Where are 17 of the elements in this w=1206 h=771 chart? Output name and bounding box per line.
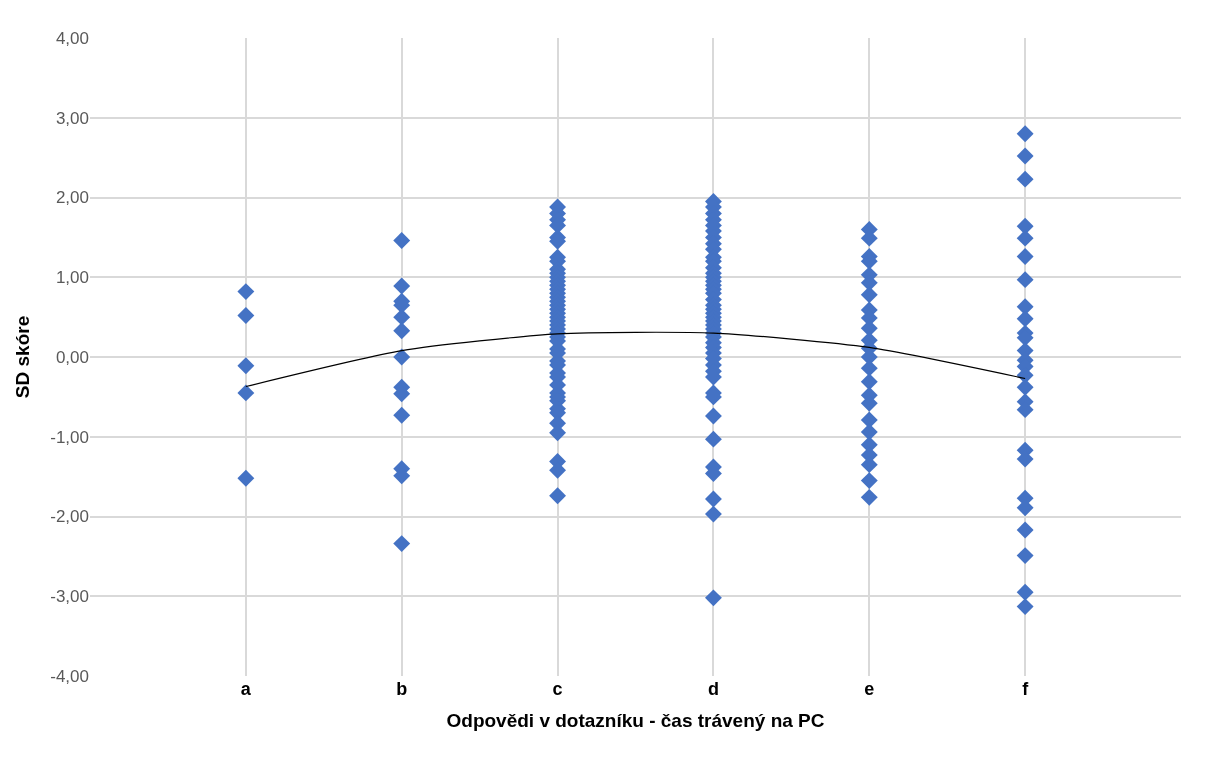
x-tick-label: a: [240, 679, 252, 699]
y-tick-label: -2,00: [50, 507, 89, 527]
y-tick-label: 0,00: [55, 347, 89, 367]
y-tick-label: 2,00: [55, 188, 89, 208]
x-tick-label: c: [552, 679, 563, 699]
y-tick-label: -4,00: [50, 666, 89, 686]
y-tick-label: 1,00: [55, 268, 89, 288]
x-tick-label: d: [707, 679, 719, 699]
x-tick-label: b: [396, 679, 408, 699]
y-tick-label: -1,00: [50, 427, 89, 447]
y-tick-label: 3,00: [55, 108, 89, 128]
y-axis-title: SD skóre: [12, 315, 34, 399]
y-tick-label: 4,00: [55, 28, 89, 48]
x-tick-label: f: [1022, 679, 1030, 699]
x-tick-label: e: [864, 679, 875, 699]
x-axis-title: Odpovědi v dotazníku - čas trávený na PC: [446, 709, 825, 731]
y-tick-label: -3,00: [50, 587, 89, 607]
